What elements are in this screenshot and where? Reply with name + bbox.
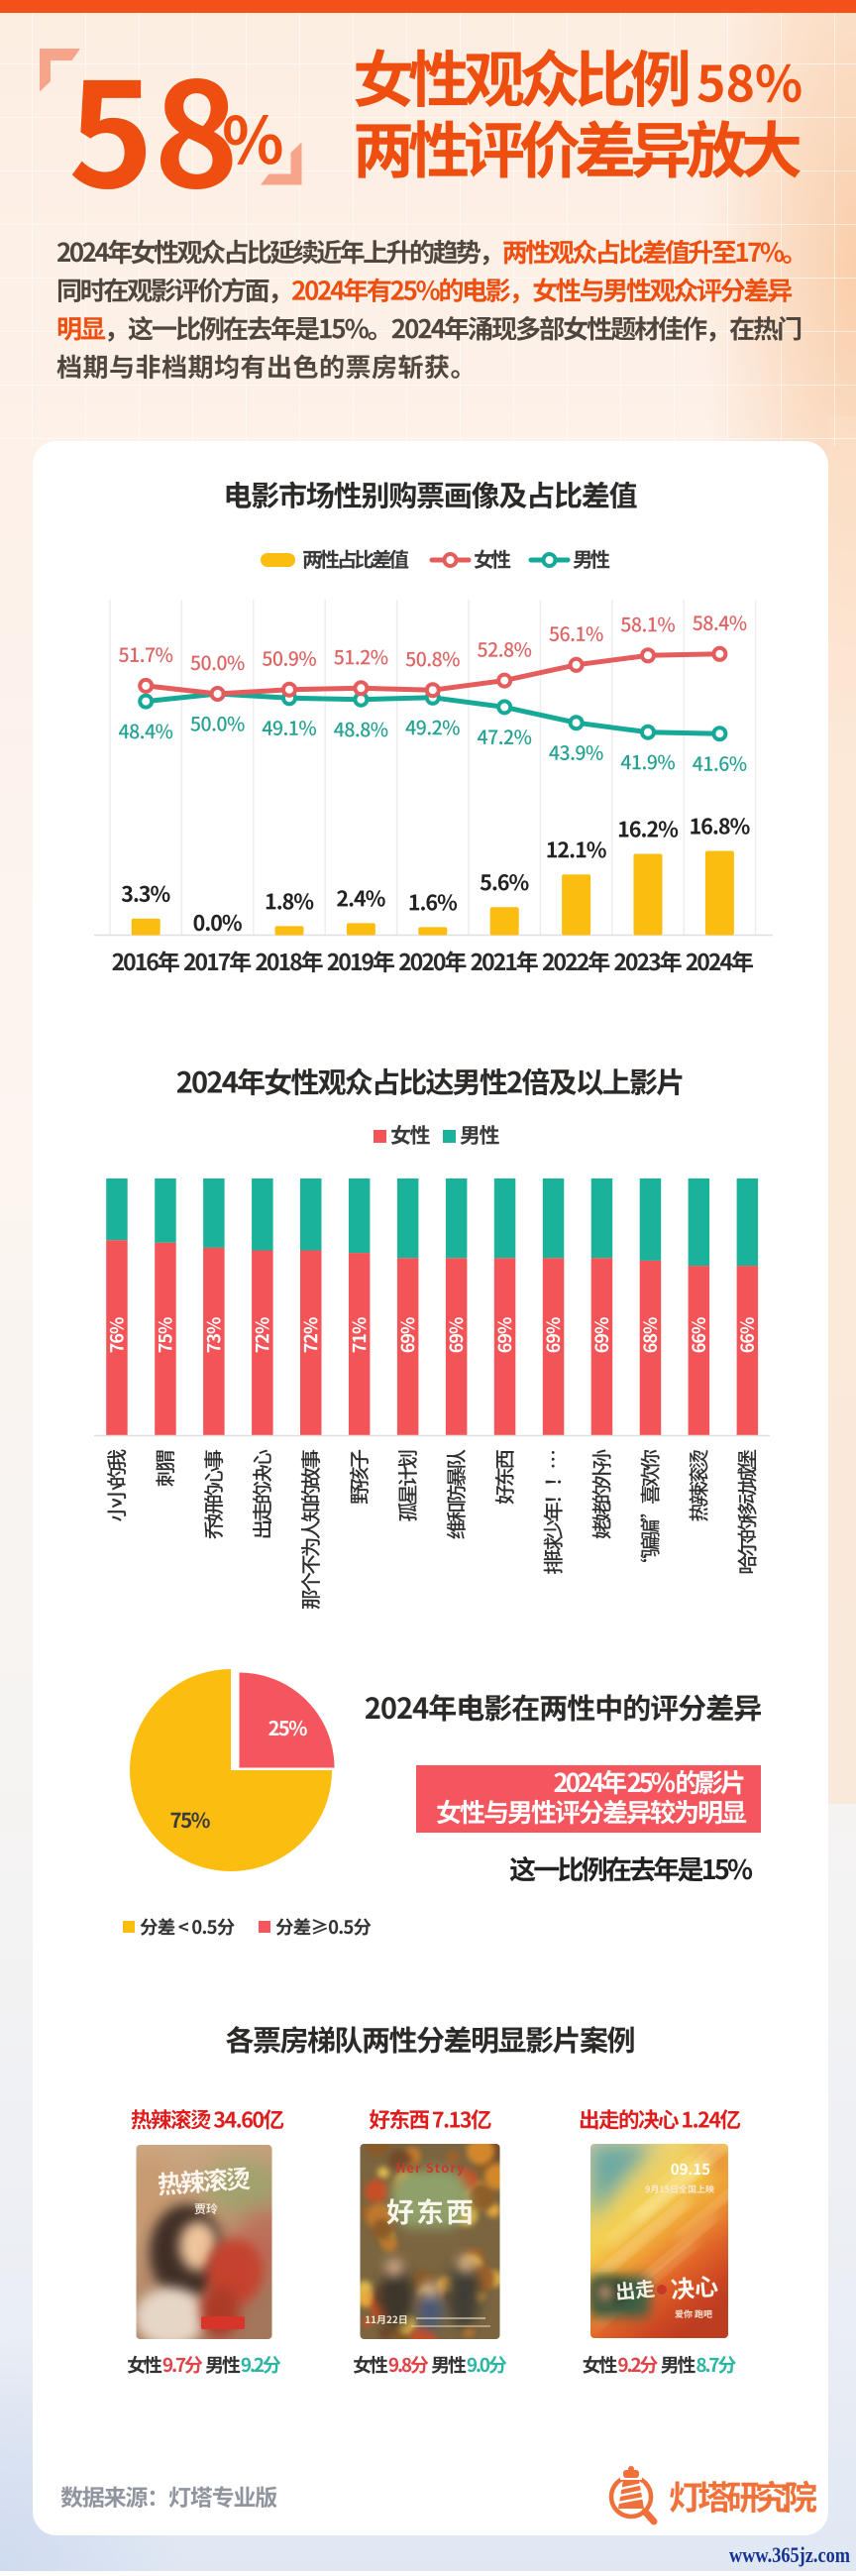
svg-text:www.365jz.com: www.365jz.com: [729, 2542, 850, 2567]
